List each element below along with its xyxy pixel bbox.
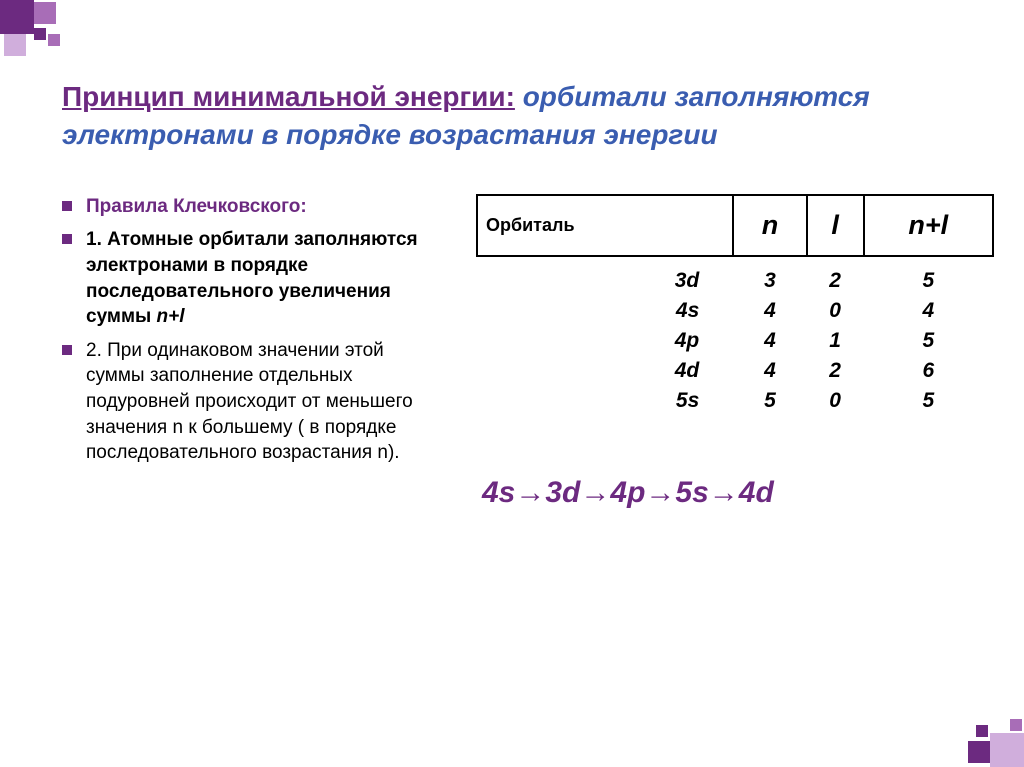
table-cell: 4	[733, 296, 806, 326]
table-cell: 5	[864, 256, 993, 296]
right-column: Орбиталь n l n+l 3d 3 2 5 4s 4 0 4	[476, 194, 994, 510]
deco-square	[0, 0, 34, 34]
table-cell: 2	[807, 356, 864, 386]
table-cell: 6	[864, 356, 993, 386]
table-cell: 5s	[477, 386, 733, 416]
bullet-text: 1. Атомные орбитали заполняются электрон…	[86, 227, 442, 330]
table-cell: 5	[864, 326, 993, 356]
table-cell: 0	[807, 386, 864, 416]
bullet-item: 1. Атомные орбитали заполняются электрон…	[62, 227, 442, 330]
table-cell: 0	[807, 296, 864, 326]
deco-square	[34, 28, 46, 40]
table-header: l	[807, 195, 864, 256]
table-row: 4s 4 0 4	[477, 296, 993, 326]
table-cell: 3d	[477, 256, 733, 296]
table-row: 5s 5 0 5	[477, 386, 993, 416]
table-cell: 5	[733, 386, 806, 416]
deco-square	[990, 733, 1024, 767]
bullet-item: Правила Клечковского:	[62, 194, 442, 220]
deco-square	[48, 34, 60, 46]
table-cell: 4p	[477, 326, 733, 356]
bullet-text: Правила Клечковского:	[86, 194, 307, 220]
table-cell: 5	[864, 386, 993, 416]
table-cell: 4d	[477, 356, 733, 386]
filling-order: 4s→3d→4p→5s→4d	[476, 476, 994, 510]
left-column: Правила Клечковского: 1. Атомные орбитал…	[62, 194, 442, 510]
table-header: Орбиталь	[477, 195, 733, 256]
bullet-icon	[62, 345, 72, 355]
title-underlined: Принцип минимальной энергии:	[62, 81, 515, 112]
bullet-item: 2. При одинаковом значении этой суммы за…	[62, 338, 442, 466]
bullet-text: 2. При одинаковом значении этой суммы за…	[86, 338, 442, 466]
table-header: n	[733, 195, 806, 256]
table-cell: 4	[733, 356, 806, 386]
bullet-icon	[62, 234, 72, 244]
orbital-table: Орбиталь n l n+l 3d 3 2 5 4s 4 0 4	[476, 194, 994, 416]
table-row: 4d 4 2 6	[477, 356, 993, 386]
page-title: Принцип минимальной энергии: орбитали за…	[62, 78, 994, 154]
table-header-row: Орбиталь n l n+l	[477, 195, 993, 256]
slide-content: Принцип минимальной энергии: орбитали за…	[62, 78, 994, 510]
deco-square	[968, 741, 990, 763]
table-cell: 3	[733, 256, 806, 296]
bullet-icon	[62, 201, 72, 211]
table-row: 3d 3 2 5	[477, 256, 993, 296]
table-cell: 1	[807, 326, 864, 356]
deco-square	[976, 725, 988, 737]
table-row: 4p 4 1 5	[477, 326, 993, 356]
deco-square	[1010, 719, 1022, 731]
table-cell: 2	[807, 256, 864, 296]
table-header: n+l	[864, 195, 993, 256]
table-cell: 4s	[477, 296, 733, 326]
table-cell: 4	[733, 326, 806, 356]
table-cell: 4	[864, 296, 993, 326]
deco-square	[4, 34, 26, 56]
deco-square	[34, 2, 56, 24]
